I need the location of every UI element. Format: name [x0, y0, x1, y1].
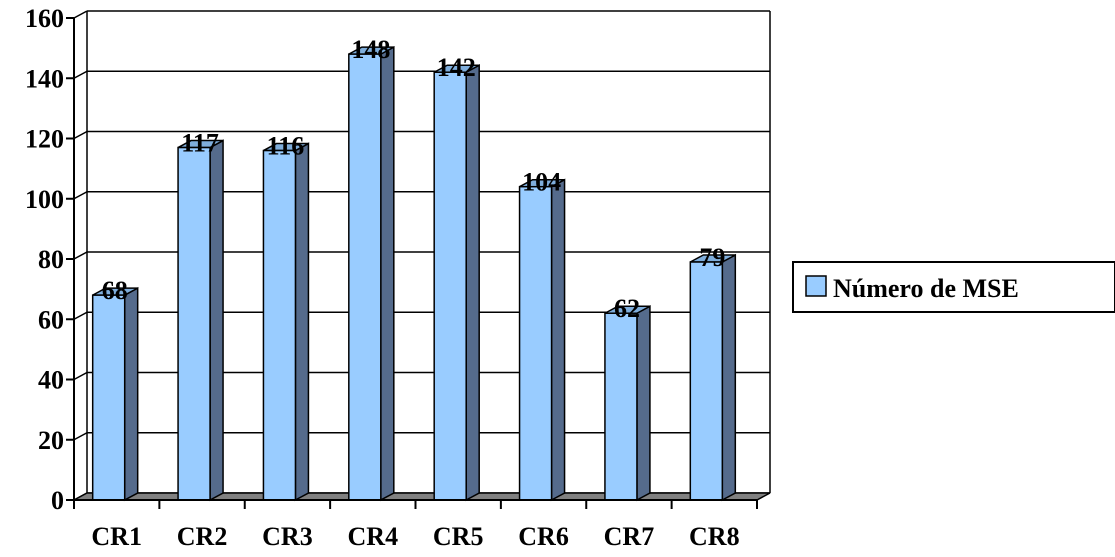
x-tick-label-cr8: CR8	[689, 522, 740, 551]
data-label-cr1: 68	[102, 276, 128, 305]
bar-side	[465, 63, 480, 502]
gridline-side	[73, 432, 88, 441]
bar-cr5	[433, 63, 480, 502]
x-tick-label-cr1: CR1	[91, 522, 142, 551]
bar-cr8	[689, 253, 737, 502]
bar-cr7	[604, 304, 651, 502]
y-tick-label: 40	[38, 366, 64, 395]
data-label-cr7: 62	[614, 294, 640, 323]
bar-cr2	[177, 139, 224, 502]
y-tick-label: 140	[25, 64, 64, 93]
bars	[91, 45, 737, 502]
bar-side	[550, 178, 566, 502]
gridline-side	[73, 10, 88, 19]
bar-front	[348, 53, 382, 501]
bar-front	[91, 294, 126, 501]
y-tick-label: 80	[38, 245, 64, 274]
gridline-side	[73, 191, 88, 200]
x-tick-label-cr6: CR6	[518, 522, 569, 551]
bar-cr4	[348, 45, 395, 502]
bar-side	[294, 142, 310, 502]
x-tick-label-cr3: CR3	[262, 522, 313, 551]
legend-swatch	[805, 275, 827, 297]
x-tick-label-cr4: CR4	[348, 522, 399, 551]
y-tick-label: 100	[25, 185, 64, 214]
bar-front	[689, 261, 724, 501]
axes: 0 20 40 60 80 100 120 140 160 CR1 CR2 CR3 CR4 CR5 CR6 C…	[25, 4, 758, 551]
gridline-side	[73, 311, 88, 320]
data-label-cr8: 79	[699, 243, 725, 272]
legend: Número de MSE	[792, 261, 1115, 313]
bar-side	[209, 139, 224, 502]
gridline-side	[73, 130, 88, 140]
y-tick-label: 160	[25, 4, 64, 33]
data-label-cr6: 104	[522, 168, 561, 197]
bar-cr1	[91, 286, 139, 502]
legend-box	[792, 261, 1115, 313]
data-label-cr3: 116	[267, 132, 305, 161]
y-tick-label: 0	[51, 486, 64, 515]
bar-front	[177, 146, 211, 501]
bar-front	[518, 185, 553, 501]
legend-label: Número de MSE	[833, 274, 1019, 303]
data-label-cr2: 117	[181, 129, 219, 158]
bar-cr6	[518, 178, 566, 502]
bar-cr3	[262, 142, 310, 502]
gridline-side	[73, 371, 88, 381]
data-label-cr4: 148	[351, 35, 390, 64]
data-labels: 68 117 116 148 142 104 62 79	[102, 35, 726, 323]
gridline-side	[73, 70, 88, 79]
y-tick-label: 60	[38, 305, 64, 334]
bar-front	[262, 149, 297, 501]
x-tick-label-cr7: CR7	[604, 522, 655, 551]
x-tick-label-cr2: CR2	[177, 522, 228, 551]
y-tick-label: 20	[38, 426, 64, 455]
gridline-side	[73, 251, 88, 260]
bar-front	[604, 312, 638, 501]
bar-side	[123, 286, 139, 502]
y-tick-label: 120	[25, 125, 64, 154]
bar-side	[721, 253, 737, 502]
data-label-cr5: 142	[437, 53, 476, 82]
bar-side	[636, 304, 651, 502]
x-tick-label-cr5: CR5	[433, 522, 484, 551]
bar-side	[380, 45, 395, 502]
bar-front	[433, 71, 467, 501]
